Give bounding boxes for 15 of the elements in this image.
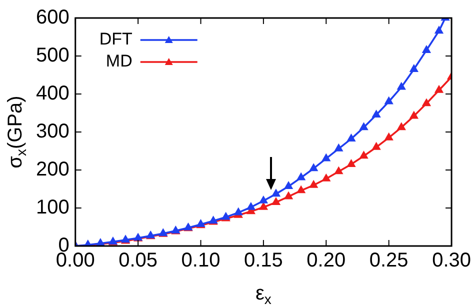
y-tick-label: 400 [36,82,70,105]
y-tick-label: 300 [36,120,70,143]
y-tick-label: 200 [36,158,70,181]
y-tick-label: 600 [36,6,70,29]
x-tick-label: 0.30 [432,250,472,272]
legend-label: MD [106,52,132,71]
x-tick-label: 0.15 [244,250,283,272]
x-tick-label: 0.20 [306,250,346,272]
y-tick-label: 100 [36,196,70,219]
x-tick-label: 0.10 [181,250,220,272]
legend-label: DFT [99,30,132,49]
x-tick-label: 0.05 [118,250,158,272]
y-tick-label: 500 [36,44,70,67]
y-axis-title: σx(GPa) [4,96,29,168]
x-tick-label: 0.25 [369,250,408,272]
